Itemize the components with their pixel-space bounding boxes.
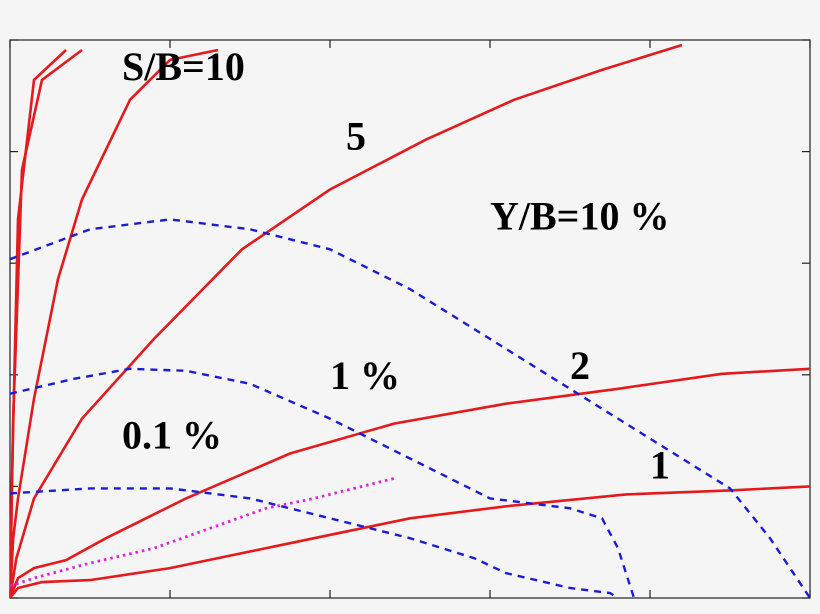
series-line-8-0-1 — [10, 487, 619, 598]
label-layer: S/B=10 5 Y/B=10 % 1 % 2 0.1 % 1 — [122, 44, 670, 488]
plot-border — [9, 39, 811, 599]
curve-label-2: Y/B=10 % — [490, 193, 669, 238]
curve-label-1: 5 — [346, 114, 366, 159]
series-line-4-2 — [10, 367, 810, 598]
series-line-0-s-b-10 — [10, 48, 83, 598]
curve-label-5: 0.1 % — [122, 413, 222, 458]
curve-label-4: 2 — [570, 343, 590, 388]
series-line-1-s-b-10 — [10, 49, 67, 598]
plot-frame — [9, 39, 811, 599]
curve-label-0: S/B=10 — [122, 44, 245, 89]
series-line-7-1 — [10, 367, 636, 598]
curve-label-6: 1 — [650, 442, 670, 487]
series-line-2-s-b-10 — [10, 48, 219, 598]
curve-label-3: 1 % — [330, 353, 400, 398]
series-line-5-1 — [10, 485, 810, 598]
series-line-6-y-b-10 — [10, 218, 810, 598]
series-line-9-unnamed — [10, 477, 395, 588]
series-layer — [10, 43, 810, 598]
series-line-3-5 — [10, 43, 683, 598]
